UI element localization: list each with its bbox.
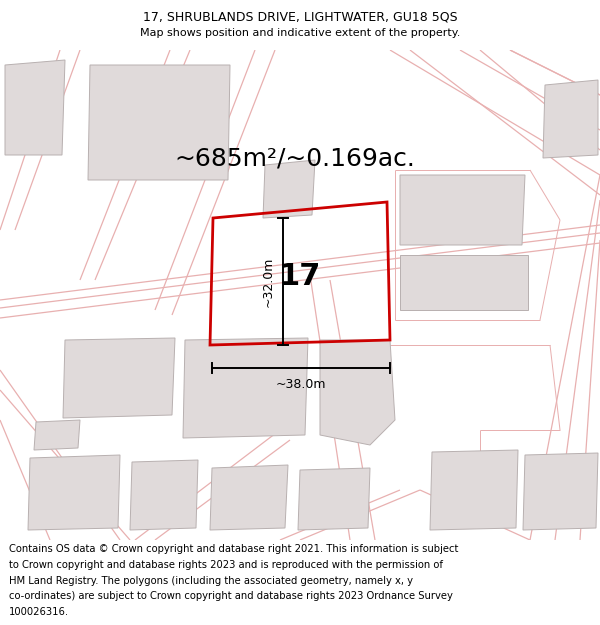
Text: Map shows position and indicative extent of the property.: Map shows position and indicative extent… [140,28,460,38]
Polygon shape [183,338,308,438]
Text: ~38.0m: ~38.0m [276,378,326,391]
Text: Contains OS data © Crown copyright and database right 2021. This information is : Contains OS data © Crown copyright and d… [9,544,458,554]
Text: 100026316.: 100026316. [9,607,69,617]
Polygon shape [400,175,525,245]
Polygon shape [320,340,395,445]
Polygon shape [28,455,120,530]
Text: 17, SHRUBLANDS DRIVE, LIGHTWATER, GU18 5QS: 17, SHRUBLANDS DRIVE, LIGHTWATER, GU18 5… [143,10,457,23]
Polygon shape [298,468,370,530]
Text: co-ordinates) are subject to Crown copyright and database rights 2023 Ordnance S: co-ordinates) are subject to Crown copyr… [9,591,453,601]
Text: ~32.0m: ~32.0m [262,256,275,307]
Polygon shape [543,80,598,158]
Polygon shape [88,65,230,180]
Text: 17: 17 [279,262,321,291]
Polygon shape [34,420,80,450]
Polygon shape [523,453,598,530]
Polygon shape [63,338,175,418]
Polygon shape [263,160,315,218]
Polygon shape [400,255,528,310]
Polygon shape [430,450,518,530]
Text: HM Land Registry. The polygons (including the associated geometry, namely x, y: HM Land Registry. The polygons (includin… [9,576,413,586]
Polygon shape [210,465,288,530]
Text: to Crown copyright and database rights 2023 and is reproduced with the permissio: to Crown copyright and database rights 2… [9,560,443,570]
Polygon shape [5,60,65,155]
Polygon shape [130,460,198,530]
Text: ~685m²/~0.169ac.: ~685m²/~0.169ac. [175,146,415,170]
